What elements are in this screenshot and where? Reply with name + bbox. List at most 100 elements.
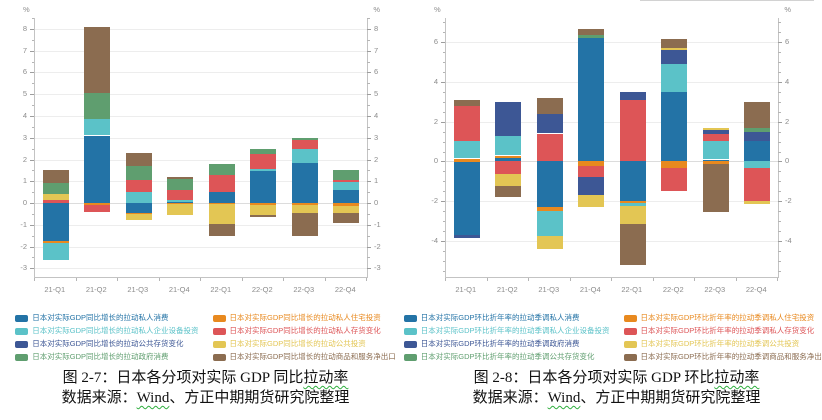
y-axis-label: 7 [374,45,379,55]
y-axis-label: 1 [22,176,27,186]
axis-tick [441,41,445,43]
y-axis-label: -2 [431,196,438,206]
axis-tick [778,231,781,233]
y-axis-label: 1 [374,176,379,186]
x-axis-label: 22-Q3 [704,285,726,294]
bar-segment [84,93,111,120]
axis-tick [778,211,781,213]
legend-swatch-icon [403,340,417,348]
bar-segment [333,182,360,190]
legend-item: 日本对实际GDP环比折年率的拉动季调公共存货变化 [403,351,610,363]
caption-text: 图 2-7：日本各分项对实际 GDP 同比 [62,370,304,386]
legend-swatch-icon [403,327,417,335]
bar-segment [250,203,277,206]
bar-segment [42,203,69,242]
axis-unit-left: % [23,5,30,14]
x-axis-label: 22-Q4 [745,285,767,294]
y-axis-label: 6 [22,67,27,77]
legend-swatch-icon [403,314,417,322]
source-text: 、方正中期期货研究院整理 [169,390,350,406]
legend-item: 日本对实际GDP同比增长的拉动私人消费 [15,312,198,324]
y-axis-label: -3 [374,263,381,273]
axis-unit-right: % [784,5,791,14]
axis-tick [778,81,782,83]
bar-segment [84,203,111,206]
y-axis-label: 2 [22,154,27,164]
bar-segment [333,180,360,183]
bar-segment [125,212,152,214]
bar-segment [619,99,646,162]
legend-label: 日本对实际GDP环比折年率的拉动季调政府消费 [420,339,580,348]
axis-tick [31,148,34,150]
gridline [35,246,367,248]
gridline [35,50,367,52]
axis-tick [117,278,118,281]
legend: 日本对实际GDP同比增长的拉动私人消费 日本对实际GDP同比增长的拉动私人住宅投资… [0,312,411,363]
bar-segment [84,205,111,212]
bar-segment [619,224,646,265]
axis-tick [367,170,370,172]
legend-swatch-icon [212,314,226,322]
bar-segment [661,91,688,162]
bar-segment [619,201,646,204]
bar-segment [744,131,771,141]
bar-segment [661,168,688,192]
bar-segment [125,166,152,181]
x-axis-label: 21-Q3 [127,285,149,294]
bar-segment [84,119,111,136]
axis-tick [778,251,781,253]
legend-swatch-icon [15,340,29,348]
axis-tick [441,161,445,163]
axis-unit-left: % [434,5,441,14]
axis-tick [778,101,781,103]
bar-segment [208,174,235,193]
x-axis-label: 22-Q2 [251,285,273,294]
axis-tick [442,141,445,143]
y-axis-label: -1 [20,219,27,229]
axis-tick [75,278,77,281]
legend-swatch-icon [623,353,637,361]
bar-segment [208,223,235,236]
caption-text-underlined: 拉动率 [303,370,349,386]
axis-tick [442,61,445,63]
legend-label: 日本对实际GDP同比增长的拉动私人企业设备投资 [32,326,199,335]
axis-tick [367,28,371,30]
bar-segment [42,241,69,244]
legend-item: 日本对实际GDP环比折年率的拉动季调私人住宅投资 [623,312,822,324]
axis-tick [778,171,781,173]
axis-tick [31,126,34,128]
y-axis-label: 2 [374,154,379,164]
y-axis-label: -3 [20,263,27,273]
axis-tick [367,257,370,259]
axis-tick [442,191,445,193]
bar-segment [661,63,688,92]
caption-text-underlined: 拉动率 [714,370,760,386]
legend-item: 日本对实际GDP同比增长的拉动私人企业设备投资 [15,325,199,337]
y-axis-label: 4 [374,110,379,120]
legend-swatch-icon [623,314,637,322]
axis-tick [778,31,781,33]
x-axis-label: 22-Q2 [662,285,684,294]
bar-segment [744,140,771,162]
axis-tick [30,115,34,117]
axis-tick [778,151,781,153]
bar-segment [453,235,480,239]
axis-tick [241,278,243,281]
axis-unit-right: % [373,5,380,14]
axis-tick [367,159,371,161]
legend-swatch-icon [212,340,226,348]
axis-tick [367,137,371,139]
y-axis-label: 0 [433,156,438,166]
axis-tick [569,278,571,281]
bar-segment [702,164,729,213]
bar-segment [744,101,771,128]
bar-segment [125,180,152,193]
y-axis-label: 6 [374,67,379,77]
axis-tick [442,22,445,23]
gridline [446,241,778,243]
bar-segment [495,174,522,187]
x-axis-label: 21-Q1 [44,285,66,294]
bar-segment [619,203,646,207]
bar-segment [453,105,480,141]
axis-tick [367,181,371,183]
